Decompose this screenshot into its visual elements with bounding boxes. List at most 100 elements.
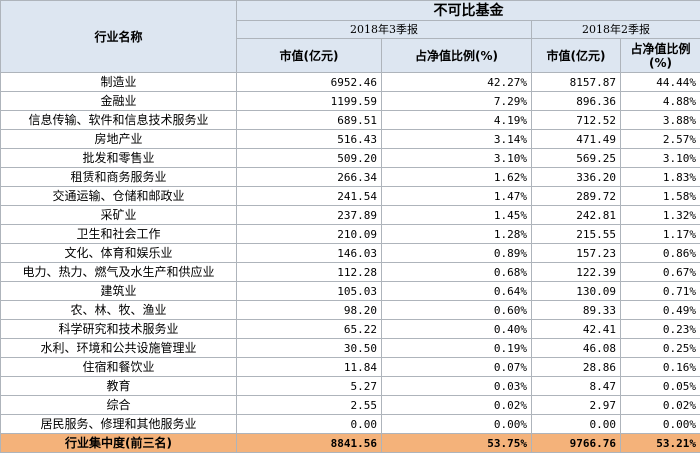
q2-ratio-cell: 1.83% bbox=[620, 167, 700, 187]
industry-name-cell: 农、林、牧、渔业 bbox=[0, 300, 237, 320]
q3-ratio-cell: 0.60% bbox=[381, 300, 532, 320]
industry-name-cell: 综合 bbox=[0, 395, 237, 415]
q3-ratio-cell: 0.89% bbox=[381, 243, 532, 263]
q2-ratio-cell: 0.16% bbox=[620, 357, 700, 377]
q2-ratio-cell: 1.32% bbox=[620, 205, 700, 225]
q2-market-value-header: 市值(亿元) bbox=[531, 38, 621, 73]
q3-ratio-header: 占净值比例(%) bbox=[381, 38, 532, 73]
q2-market-value-cell: 157.23 bbox=[531, 243, 621, 263]
q2-market-value-cell: 896.36 bbox=[531, 91, 621, 111]
q3-ratio-cell: 4.19% bbox=[381, 110, 532, 130]
q3-market-value-cell: 266.34 bbox=[236, 167, 382, 187]
industry-name-cell: 房地产业 bbox=[0, 129, 237, 149]
q3-ratio-cell: 0.40% bbox=[381, 319, 532, 339]
q2-market-value-cell: 8157.87 bbox=[531, 72, 621, 92]
q3-ratio-cell: 3.10% bbox=[381, 148, 532, 168]
q2-market-value-cell: 336.20 bbox=[531, 167, 621, 187]
q2-market-value-cell: 28.86 bbox=[531, 357, 621, 377]
q3-market-value-cell: 210.09 bbox=[236, 224, 382, 244]
q2-market-value-cell: 242.81 bbox=[531, 205, 621, 225]
q3-ratio-cell: 1.62% bbox=[381, 167, 532, 187]
q2-market-value-cell: 471.49 bbox=[531, 129, 621, 149]
industry-name-cell: 科学研究和技术服务业 bbox=[0, 319, 237, 339]
q3-market-value-cell: 516.43 bbox=[236, 129, 382, 149]
table-row: 采矿业 237.89 1.45% 242.81 1.32% bbox=[0, 205, 700, 225]
table-row: 住宿和餐饮业 11.84 0.07% 28.86 0.16% bbox=[0, 357, 700, 377]
table-header: 行业名称 不可比基金 2018年3季报 2018年2季报 市值(亿元) 占净值比… bbox=[0, 0, 700, 73]
q3-market-value-cell: 237.89 bbox=[236, 205, 382, 225]
industry-name-cell: 电力、热力、燃气及水生产和供应业 bbox=[0, 262, 237, 282]
industry-name-cell: 采矿业 bbox=[0, 205, 237, 225]
industry-name-cell: 金融业 bbox=[0, 91, 237, 111]
q3-market-value-cell: 509.20 bbox=[236, 148, 382, 168]
concentration-q3-pct: 53.75% bbox=[381, 433, 532, 453]
q2-market-value-cell: 0.00 bbox=[531, 414, 621, 434]
industry-name-cell: 卫生和社会工作 bbox=[0, 224, 237, 244]
table-row: 批发和零售业 509.20 3.10% 569.25 3.10% bbox=[0, 148, 700, 168]
q2-market-value-cell: 89.33 bbox=[531, 300, 621, 320]
industry-name-cell: 建筑业 bbox=[0, 281, 237, 301]
industry-name-cell: 信息传输、软件和信息技术服务业 bbox=[0, 110, 237, 130]
q2-ratio-cell: 0.00% bbox=[620, 414, 700, 434]
q3-market-value-cell: 2.55 bbox=[236, 395, 382, 415]
q2-ratio-cell: 0.49% bbox=[620, 300, 700, 320]
q3-ratio-cell: 7.29% bbox=[381, 91, 532, 111]
industry-name-cell: 批发和零售业 bbox=[0, 148, 237, 168]
q3-market-value-cell: 1199.59 bbox=[236, 91, 382, 111]
q2-market-value-cell: 2.97 bbox=[531, 395, 621, 415]
q3-market-value-cell: 5.27 bbox=[236, 376, 382, 396]
industry-name-cell: 文化、体育和娱乐业 bbox=[0, 243, 237, 263]
q2-ratio-cell: 1.58% bbox=[620, 186, 700, 206]
q3-market-value-cell: 30.50 bbox=[236, 338, 382, 358]
q3-market-value-cell: 11.84 bbox=[236, 357, 382, 377]
q2-ratio-cell: 1.17% bbox=[620, 224, 700, 244]
q2-ratio-header: 占净值比例(%) bbox=[620, 38, 700, 73]
q3-period-header: 2018年3季报 bbox=[236, 20, 532, 39]
industry-name-cell: 水利、环境和公共设施管理业 bbox=[0, 338, 237, 358]
q3-market-value-cell: 65.22 bbox=[236, 319, 382, 339]
q3-ratio-cell: 1.28% bbox=[381, 224, 532, 244]
q2-market-value-cell: 42.41 bbox=[531, 319, 621, 339]
concentration-q2-pct: 53.21% bbox=[620, 433, 700, 453]
q2-ratio-cell: 2.57% bbox=[620, 129, 700, 149]
industry-name-cell: 教育 bbox=[0, 376, 237, 396]
q2-market-value-cell: 130.09 bbox=[531, 281, 621, 301]
q2-ratio-cell: 0.67% bbox=[620, 262, 700, 282]
q3-ratio-cell: 42.27% bbox=[381, 72, 532, 92]
table-row: 水利、环境和公共设施管理业 30.50 0.19% 46.08 0.25% bbox=[0, 338, 700, 358]
q3-ratio-cell: 0.19% bbox=[381, 338, 532, 358]
concentration-q2-value: 9766.76 bbox=[531, 433, 621, 453]
table-row: 制造业 6952.46 42.27% 8157.87 44.44% bbox=[0, 72, 700, 92]
q2-market-value-cell: 712.52 bbox=[531, 110, 621, 130]
q3-ratio-cell: 0.64% bbox=[381, 281, 532, 301]
q3-market-value-cell: 689.51 bbox=[236, 110, 382, 130]
q2-ratio-cell: 44.44% bbox=[620, 72, 700, 92]
table-row: 科学研究和技术服务业 65.22 0.40% 42.41 0.23% bbox=[0, 319, 700, 339]
q2-market-value-cell: 46.08 bbox=[531, 338, 621, 358]
q3-ratio-cell: 1.47% bbox=[381, 186, 532, 206]
q2-ratio-cell: 0.05% bbox=[620, 376, 700, 396]
q3-market-value-cell: 105.03 bbox=[236, 281, 382, 301]
q2-ratio-cell: 0.71% bbox=[620, 281, 700, 301]
table-body: 制造业 6952.46 42.27% 8157.87 44.44% 金融业 1199.59 7… bbox=[0, 72, 700, 434]
q3-ratio-cell: 0.68% bbox=[381, 262, 532, 282]
q3-market-value-header: 市值(亿元) bbox=[236, 38, 382, 73]
q2-market-value-cell: 215.55 bbox=[531, 224, 621, 244]
q2-ratio-cell: 0.23% bbox=[620, 319, 700, 339]
table-row: 租赁和商务服务业 266.34 1.62% 336.20 1.83% bbox=[0, 167, 700, 187]
concentration-label: 行业集中度(前三名) bbox=[0, 433, 237, 453]
q3-ratio-cell: 1.45% bbox=[381, 205, 532, 225]
q2-period-header: 2018年2季报 bbox=[531, 20, 700, 39]
table-row: 房地产业 516.43 3.14% 471.49 2.57% bbox=[0, 129, 700, 149]
table-row: 交通运输、仓储和邮政业 241.54 1.47% 289.72 1.58% bbox=[0, 186, 700, 206]
q3-market-value-cell: 146.03 bbox=[236, 243, 382, 263]
concentration-row: 行业集中度(前三名) 8841.56 53.75% 9766.76 53.21% bbox=[0, 433, 700, 453]
table-row: 教育 5.27 0.03% 8.47 0.05% bbox=[0, 376, 700, 396]
q2-market-value-cell: 569.25 bbox=[531, 148, 621, 168]
q3-market-value-cell: 241.54 bbox=[236, 186, 382, 206]
q3-market-value-cell: 6952.46 bbox=[236, 72, 382, 92]
table-row: 电力、热力、燃气及水生产和供应业 112.28 0.68% 122.39 0.67% bbox=[0, 262, 700, 282]
industry-name-header: 行业名称 bbox=[0, 0, 237, 73]
q3-ratio-cell: 0.07% bbox=[381, 357, 532, 377]
